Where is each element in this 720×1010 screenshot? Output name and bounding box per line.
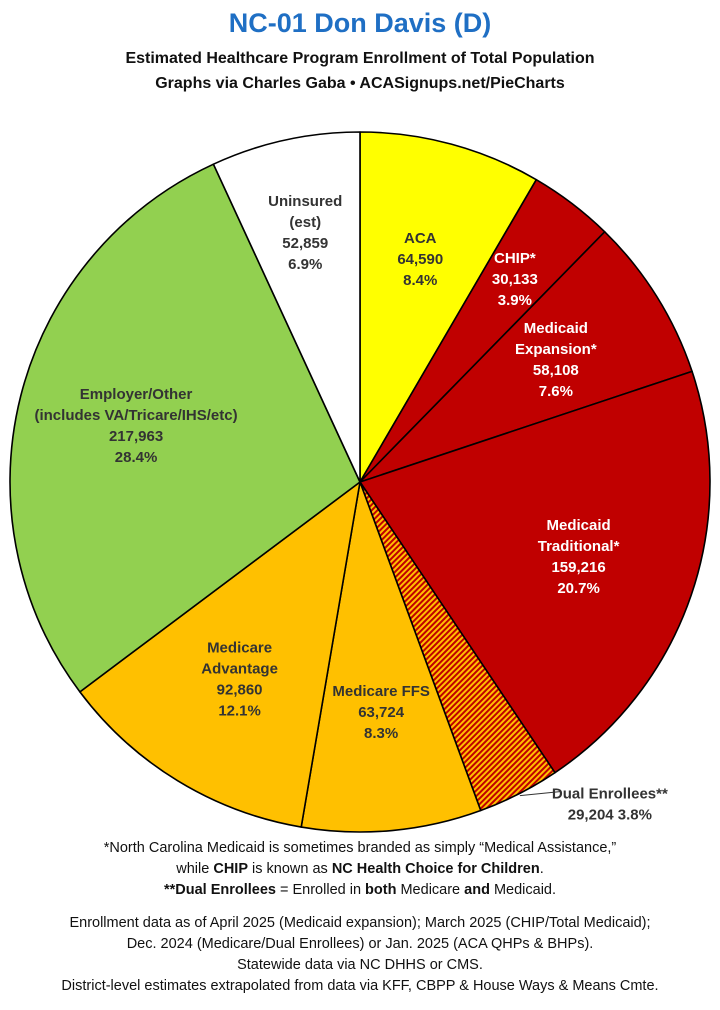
slice-label-line: 6.9% [288,256,322,273]
footnote-sources: Enrollment data as of April 2025 (Medica… [0,913,720,997]
slice-label: Medicare Advantage 92,860 12.1% [201,640,278,720]
pie-slice [9,163,361,693]
slice-label-line: Dual Enrollees** [552,786,668,803]
pie-labels: ACA 64,590 8.4% CHIP* 30,133 3.9% Medicaid Expa… [34,193,667,824]
pie-chart: ACA 64,590 8.4% CHIP* 30,133 3.9% Medicaid Expa… [9,131,711,833]
slice-label-line: Traditional* [538,538,620,555]
leader-line [519,791,560,797]
pie-slice [212,131,361,483]
slice-label-line: Uninsured [268,193,342,210]
slice-label-line: Medicaid [547,517,611,534]
pie-slice [359,131,538,483]
chart-credit: Graphs via Charles Gaba • ACASignups.net… [155,75,565,92]
slice-label-line: 64,590 [397,251,443,268]
footnote-text: = Enrolled in [275,882,366,898]
slice-label-line: 58,108 [533,362,579,379]
pie-slices [9,131,711,833]
footnote-line: Statewide data via NC DHHS or CMS. [237,957,483,973]
pie-slice [79,481,361,828]
footnote-line: **Dual Enrollees = Enrolled in both Medi… [0,880,720,901]
slice-label-line: 217,963 [109,428,163,445]
footnote-text: Medicaid. [489,882,557,898]
footnote-branding: *North Carolina Medicaid is sometimes br… [0,838,720,901]
slice-label-line: CHIP* [494,250,536,267]
slice-label-line: Medicare FFS [332,683,430,700]
footnote-line: *North Carolina Medicaid is sometimes br… [103,840,617,856]
slice-label-line: Medicare [207,640,272,657]
slice-label: Uninsured (est) 52,859 6.9% [268,193,342,273]
slice-label: Medicare FFS 63,724 8.3% [332,683,430,742]
slice-label-line: 7.6% [539,383,573,400]
footnote-text: Medicare [396,882,465,898]
slice-label-line: 28.4% [115,449,158,466]
footnote-line: Enrollment data as of April 2025 (Medica… [69,915,651,931]
slice-label: Employer/Other (includes VA/Tricare/IHS/e… [34,386,237,466]
slice-label-line: 63,724 [358,704,405,721]
slice-label-line: 30,133 [492,271,538,288]
footnote-bold: CHIP [213,861,248,877]
slice-label-line: 29,204 3.8% [568,807,652,824]
pie-slice [359,230,693,483]
chart-title: NC-01 Don Davis (D) [228,8,492,38]
slice-label-line: Advantage [201,661,278,678]
footnote-line: while CHIP is known as NC Health Choice … [0,859,720,880]
footnote-bold: **Dual Enrollees [163,882,276,898]
slice-label-line: 12.1% [218,703,261,720]
footnote-bold: NC Health Choice for Children [331,861,540,877]
slice-label: Medicaid Expansion* 58,108 7.6% [515,320,597,400]
slice-label-line: 8.3% [364,725,398,742]
slice-label-line: 8.4% [403,272,437,289]
pie-slice [359,370,711,774]
footnote-line: District-level estimates extrapolated fr… [61,978,659,994]
footnote-text: while [176,861,214,877]
slice-label: ACA 64,590 8.4% [397,230,443,289]
pie-slice [300,481,482,833]
footnote-text: . [539,861,544,877]
slice-label: Dual Enrollees** 29,204 3.8% [552,786,668,824]
slice-label: Medicaid Traditional* 159,216 20.7% [538,517,620,597]
footnote-text: is known as [248,861,332,877]
footnote-bold: and [464,882,490,898]
slice-label: CHIP* 30,133 3.9% [492,250,538,309]
slice-label-line: 159,216 [551,559,605,576]
slice-label-line: Expansion* [515,341,597,358]
slice-label-line: 52,859 [282,235,328,252]
slice-label-line: 92,860 [217,682,263,699]
footnote-bold: both [365,882,397,898]
chart-subtitle: Estimated Healthcare Program Enrollment … [125,50,595,67]
slice-label-line: 20.7% [557,580,600,597]
slice-label-line: 3.9% [498,292,532,309]
slice-label-line: Employer/Other [80,386,193,403]
slice-label-line: ACA [404,230,437,247]
footnote-line: Dec. 2024 (Medicare/Dual Enrollees) or J… [126,936,594,952]
slice-label-line: Medicaid [524,320,588,337]
slice-label-line: (est) [289,214,321,231]
slice-label-line: (includes VA/Tricare/IHS/etc) [34,407,237,424]
